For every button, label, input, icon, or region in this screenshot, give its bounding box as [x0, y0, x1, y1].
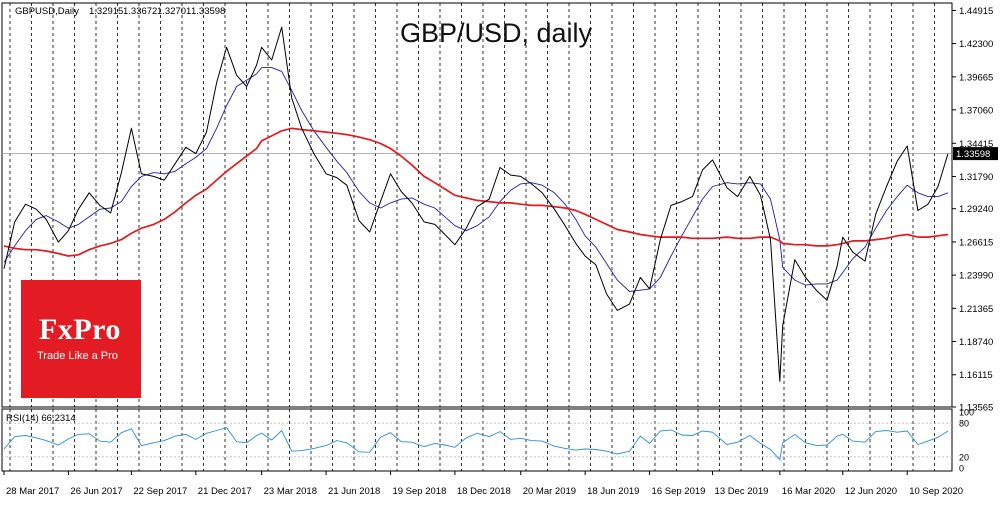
x-tick-label: 13 Dec 2019 [715, 486, 769, 497]
rsi-label: RSI(14) 66.2314 [6, 413, 76, 424]
rsi-tick-label: 100 [959, 408, 974, 418]
header-open: 1.32915 [89, 6, 123, 17]
x-tick-label: 10 Sep 2020 [909, 486, 963, 497]
header-close: 1.33598 [191, 6, 225, 17]
rsi-line [3, 427, 949, 461]
last-price-box [953, 147, 998, 161]
last-price-label: 1.33598 [956, 149, 990, 160]
y-tick-label: 1.31790 [959, 172, 993, 183]
x-tick-label: 23 Mar 2018 [264, 486, 317, 497]
header-low: 1.32701 [157, 6, 191, 17]
rsi-plot-frame [1, 408, 953, 472]
header-symbol: GBPUSD,Daily [15, 6, 79, 17]
x-tick-label: 18 Jun 2019 [587, 486, 639, 497]
series-moving-average-long [3, 127, 949, 257]
series-moving-average-short [3, 67, 949, 292]
x-tick-label: 16 Mar 2020 [782, 486, 835, 497]
x-tick-label: 16 Sep 2019 [652, 486, 706, 497]
fxpro-logo-tagline: Trade Like a Pro [37, 350, 118, 362]
y-tick-label: 1.13565 [959, 403, 993, 414]
rsi-tick-label: 20 [959, 452, 969, 462]
x-tick-label: 21 Jun 2018 [328, 486, 380, 497]
y-tick-label: 1.39665 [959, 72, 993, 83]
y-tick-label: 1.44915 [959, 6, 993, 17]
y-tick-label: 1.29240 [959, 204, 993, 215]
x-tick-label: 19 Sep 2018 [392, 486, 446, 497]
fxpro-logo: FxPro Trade Like a Pro [21, 280, 141, 398]
x-tick-label: 26 Jun 2017 [70, 486, 122, 497]
y-tick-label: 1.26615 [959, 237, 993, 248]
y-tick-label: 1.16115 [959, 370, 993, 381]
fxpro-logo-name: FxPro [39, 313, 121, 346]
y-tick-label: 1.34415 [959, 139, 993, 150]
x-tick-label: 12 Jun 2020 [845, 486, 897, 497]
x-tick-label: 18 Dec 2018 [457, 486, 511, 497]
y-tick-label: 1.18740 [959, 337, 993, 348]
rsi-tick-label: 80 [959, 419, 969, 429]
y-tick-label: 1.21365 [959, 304, 993, 315]
rsi-tick-label: 0 [959, 464, 964, 474]
chart-title: GBP/USD, daily [400, 18, 593, 48]
y-tick-label: 1.42300 [959, 39, 993, 50]
main-plot-frame [1, 2, 953, 408]
last-price-badge: 1.33598 [953, 147, 998, 161]
y-tick-label: 1.23990 [959, 271, 993, 282]
y-tick-label: 1.37060 [959, 105, 993, 116]
x-tick-label: 22 Sep 2017 [133, 486, 187, 497]
series-price [3, 26, 949, 382]
x-tick-label: 28 Mar 2017 [6, 486, 59, 497]
header-high: 1.33672 [123, 6, 157, 17]
x-tick-label: 21 Dec 2017 [198, 486, 252, 497]
x-tick-label: 20 Mar 2019 [523, 486, 576, 497]
ohlc-header: GBPUSD,Daily 1.32915 1.33672 1.32701 1.3… [15, 6, 225, 17]
